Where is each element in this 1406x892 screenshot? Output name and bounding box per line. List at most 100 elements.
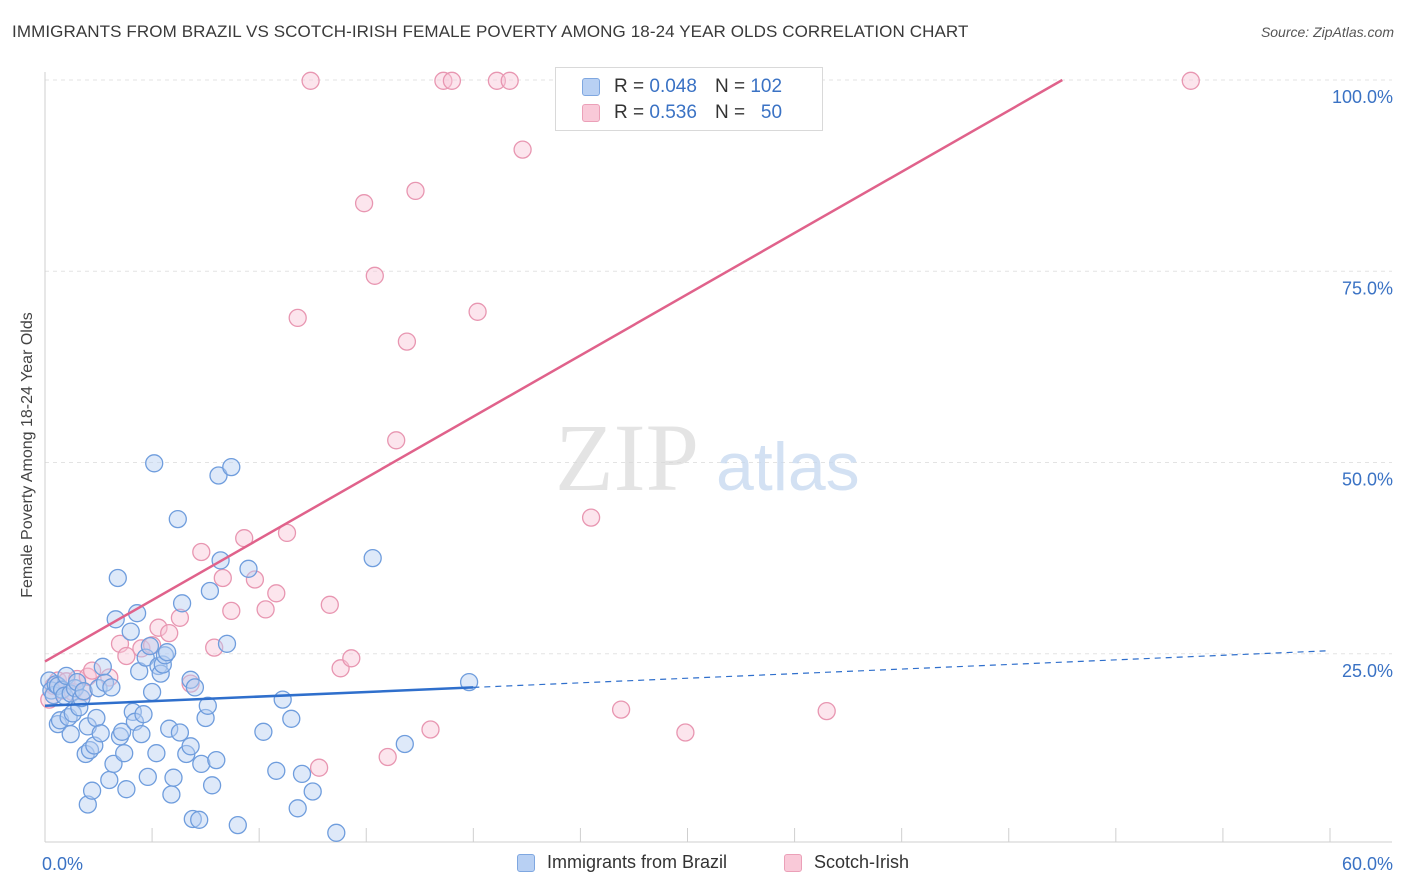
point-brazil xyxy=(87,708,106,728)
legend-r-value-scotch-irish: 0.536 xyxy=(649,102,697,123)
point-scotch-irish xyxy=(676,723,695,742)
point-brazil xyxy=(82,781,102,800)
point-scotch-irish xyxy=(442,71,462,90)
legend-row-brazil: R = 0.048 N = 102 xyxy=(556,75,782,99)
point-scotch-irish xyxy=(487,71,507,90)
point-brazil xyxy=(185,678,205,697)
legend-n-value-brazil: 102 xyxy=(750,76,783,97)
point-scotch-irish xyxy=(170,608,190,627)
point-brazil xyxy=(121,622,140,641)
chart-title: IMMIGRANTS FROM BRAZIL VS SCOTCH-IRISH F… xyxy=(12,22,969,41)
watermark-atlas: atlas xyxy=(716,429,860,505)
point-scotch-irish xyxy=(611,700,631,719)
point-brazil xyxy=(91,724,110,743)
legend-r-label: R = xyxy=(614,102,645,123)
point-brazil xyxy=(202,776,222,795)
point-scotch-irish xyxy=(309,758,329,777)
legend-n-label: N = xyxy=(714,76,746,97)
trend-line-brazil-extension xyxy=(473,650,1331,689)
bottom-legend-swatch-brazil xyxy=(517,853,535,872)
point-brazil xyxy=(172,594,192,613)
point-scotch-irish xyxy=(256,600,275,619)
point-scotch-irish xyxy=(365,266,384,285)
point-brazil xyxy=(168,509,187,529)
point-scotch-irish xyxy=(149,618,168,637)
point-brazil xyxy=(164,768,183,787)
point-brazil xyxy=(72,688,91,708)
y-tick-label: 50.0% xyxy=(1342,470,1393,490)
bottom-legend-brazil: Immigrants from Brazil xyxy=(517,852,727,873)
point-scotch-irish xyxy=(817,701,836,721)
point-scotch-irish xyxy=(581,508,601,527)
y-axis-label: Female Poverty Among 18-24 Year Olds xyxy=(19,312,36,598)
point-brazil xyxy=(222,457,241,477)
point-brazil xyxy=(327,823,346,842)
point-scotch-irish xyxy=(378,747,397,767)
bottom-legend-swatch-scotch-irish xyxy=(784,853,802,872)
point-brazil xyxy=(363,548,382,568)
point-scotch-irish xyxy=(301,71,320,90)
legend-row-scotch-irish: R = 0.536 N = 50 xyxy=(556,101,782,125)
point-scotch-irish xyxy=(342,649,361,668)
bottom-legend-label-scotch-irish: Scotch-Irish xyxy=(814,852,910,872)
point-scotch-irish xyxy=(245,570,265,589)
point-brazil xyxy=(267,761,286,780)
point-scotch-irish xyxy=(500,71,519,90)
point-brazil xyxy=(395,734,414,754)
point-brazil xyxy=(132,724,151,744)
point-brazil xyxy=(192,754,211,774)
point-brazil xyxy=(303,782,322,801)
point-brazil xyxy=(136,648,155,667)
point-brazil xyxy=(108,568,127,588)
bottom-legend-scotch-irish: Scotch-Irish xyxy=(784,852,909,873)
point-scotch-irish xyxy=(267,584,286,603)
trend-lines xyxy=(44,78,1331,708)
point-scotch-irish xyxy=(387,431,406,450)
point-brazil xyxy=(134,705,153,724)
point-brazil xyxy=(147,744,166,763)
point-brazil xyxy=(142,682,162,702)
point-brazil xyxy=(93,657,112,676)
x-tick-label-max: 60.0% xyxy=(1342,854,1393,874)
trend-line-scotch-irish xyxy=(44,78,1063,663)
legend-n-label: N = xyxy=(714,102,746,123)
point-scotch-irish xyxy=(82,661,102,680)
point-scotch-irish xyxy=(222,601,241,621)
point-brazil xyxy=(140,636,160,656)
legend-r-label: R = xyxy=(614,76,645,97)
point-brazil xyxy=(115,744,134,763)
point-brazil xyxy=(112,722,132,741)
point-brazil xyxy=(155,646,175,665)
point-brazil xyxy=(78,795,97,814)
point-brazil xyxy=(207,750,226,770)
x-tick-label-min: 0.0% xyxy=(42,854,83,874)
point-brazil xyxy=(160,719,179,738)
correlation-legend: R = 0.048 N = 102 R = 0.536 N = 50 xyxy=(555,67,823,131)
point-brazil xyxy=(190,810,209,829)
y-tick-label: 100.0% xyxy=(1332,87,1393,107)
axis-tick-labels: 25.0% 50.0% 75.0% 100.0% 0.0% 60.0% xyxy=(42,87,1393,874)
point-brazil xyxy=(209,466,228,485)
point-brazil xyxy=(282,709,301,728)
trend-line-brazil xyxy=(44,686,474,708)
point-brazil xyxy=(254,722,273,741)
point-scotch-irish xyxy=(513,140,532,159)
point-scotch-irish xyxy=(1181,71,1200,90)
point-brazil xyxy=(292,764,312,784)
y-tick-label: 75.0% xyxy=(1342,278,1393,298)
point-brazil xyxy=(170,723,190,742)
point-brazil xyxy=(102,678,121,697)
point-scotch-irish xyxy=(160,623,179,643)
point-brazil xyxy=(157,643,177,662)
legend-r-value-brazil: 0.048 xyxy=(649,76,697,97)
point-scotch-irish xyxy=(117,646,136,666)
legend-n-value-scotch-irish: 50 xyxy=(760,102,783,123)
point-scotch-irish xyxy=(421,720,440,739)
point-brazil xyxy=(459,672,479,692)
y-tick-label: 25.0% xyxy=(1342,661,1393,681)
point-brazil xyxy=(273,690,292,709)
point-scotch-irish xyxy=(468,302,487,321)
point-brazil xyxy=(288,799,307,818)
point-brazil xyxy=(217,634,237,653)
